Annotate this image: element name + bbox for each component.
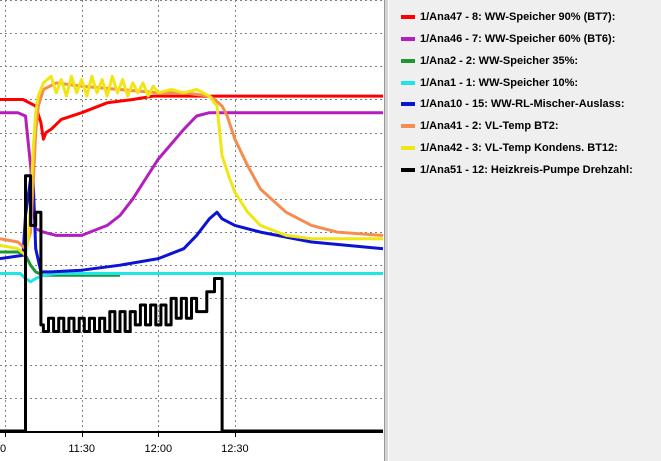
chart-x-axis: 0 11:30 12:00 12:30 (0, 431, 383, 455)
legend-swatch (401, 15, 415, 19)
legend-item-ana51[interactable]: 1/Ana51 - 12: Heizkreis-Pumpe Drehzahl: (401, 160, 633, 180)
series-line-2 (0, 111, 383, 237)
legend-label: 1/Ana47 - 8: WW-Speicher 90% (BT7): (420, 11, 616, 23)
line-chart: 0 11:30 12:00 12:30 (0, 0, 384, 455)
legend-label: 1/Ana51 - 12: Heizkreis-Pumpe Drehzahl: (420, 164, 633, 176)
chart-series (0, 74, 384, 433)
panel-splitter[interactable] (384, 0, 389, 461)
legend-item-ana46[interactable]: 1/Ana46 - 7: WW-Speicher 60% (BT6): (401, 29, 615, 49)
series-line-7 (0, 74, 383, 257)
chart-plot-area: 0 11:30 12:00 12:30 (0, 0, 384, 455)
legend-item-ana1[interactable]: 1/Ana1 - 1: WW-Speicher 10%: (401, 73, 578, 93)
x-tick-label: 0 (0, 443, 6, 455)
legend-item-ana41[interactable]: 1/Ana41 - 2: VL-Temp BT2: (401, 116, 559, 136)
legend-swatch (401, 81, 415, 85)
legend-item-ana47[interactable]: 1/Ana47 - 8: WW-Speicher 90% (BT7): (401, 7, 615, 27)
legend-swatch (401, 102, 415, 106)
x-tick-label: 12:00 (145, 443, 173, 455)
legend-label: 1/Ana2 - 2: WW-Speicher 35%: (420, 55, 579, 67)
legend-label: 1/Ana46 - 7: WW-Speicher 60% (BT6): (420, 33, 616, 45)
chart-grid (0, 0, 383, 432)
legend-label: 1/Ana42 - 3: VL-Temp Kondens. BT12: (420, 142, 618, 154)
legend-swatch (401, 37, 415, 41)
legend-swatch (401, 124, 415, 128)
series-line-8 (0, 174, 383, 433)
series-line-5 (0, 177, 384, 274)
x-tick-label: 11:30 (68, 443, 95, 455)
legend-item-ana42[interactable]: 1/Ana42 - 3: VL-Temp Kondens. BT12: (401, 138, 618, 158)
series-line-4 (0, 272, 383, 284)
legend-swatch (401, 146, 415, 150)
legend-label: 1/Ana41 - 2: VL-Temp BT2: (420, 120, 559, 132)
legend-panel: 1/Ana47 - 8: WW-Speicher 90% (BT7): 1/An… (389, 0, 661, 461)
series-line-1 (0, 94, 383, 141)
legend-item-ana10[interactable]: 1/Ana10 - 15: WW-RL-Mischer-Auslass: (401, 94, 625, 114)
legend-swatch (401, 168, 415, 172)
legend-label: 1/Ana10 - 15: WW-RL-Mischer-Auslass: (420, 98, 625, 110)
series-line-6 (0, 81, 384, 251)
x-tick-label: 12:30 (221, 443, 249, 455)
legend-item-ana2[interactable]: 1/Ana2 - 2: WW-Speicher 35%: (401, 51, 578, 71)
legend-swatch (401, 59, 415, 63)
legend-label: 1/Ana1 - 1: WW-Speicher 10%: (420, 77, 579, 89)
